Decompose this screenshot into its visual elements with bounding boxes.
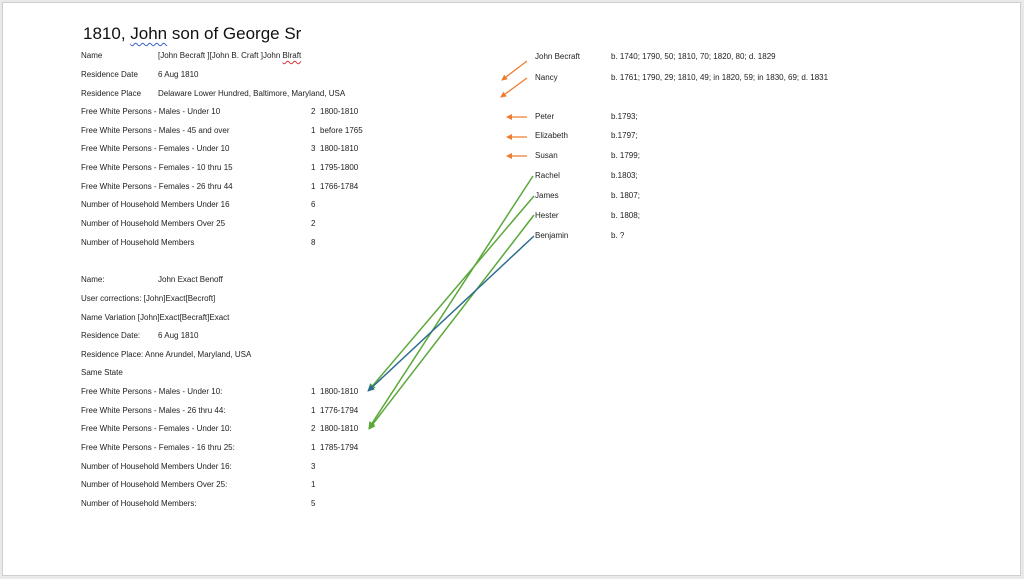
- arrow-john-becraft: [501, 60, 528, 81]
- arrow-james: [368, 195, 535, 391]
- record1-label: Residence Date: [81, 70, 138, 79]
- family-info: b. ?: [611, 231, 625, 240]
- record2-label: Number of Household Members:: [81, 499, 197, 508]
- family-info: b.1793;: [611, 112, 638, 121]
- record1-count: 6: [311, 200, 316, 209]
- record2-label: Free White Persons - Females - 16 thru 2…: [81, 443, 235, 452]
- record1-label: Number of Household Members: [81, 238, 195, 247]
- family-name: Peter: [535, 112, 555, 121]
- record1-label: Free White Persons - Males - 45 and over: [81, 126, 230, 135]
- family-info: b. 1761; 1790, 29; 1810, 49; in 1820, 59…: [611, 73, 829, 82]
- record1-count: 1: [311, 163, 316, 172]
- record1-range: before 1765: [320, 126, 363, 135]
- record1-label: Free White Persons - Females - 10 thru 1…: [81, 163, 233, 172]
- arrow-hester: [368, 214, 535, 430]
- family-info: b.1797;: [611, 131, 638, 140]
- arrow-nancy: [500, 77, 528, 98]
- record1-count: 2: [311, 219, 316, 228]
- record2-value: John Exact Benoff: [158, 275, 223, 284]
- record2-range: 1800-1810: [320, 424, 359, 433]
- family-name: Elizabeth: [535, 131, 568, 140]
- family-name: Hester: [535, 211, 559, 220]
- record1-range: 1795-1800: [320, 163, 359, 172]
- record1-count: 8: [311, 238, 316, 247]
- record2-line: Residence Place: Anne Arundel, Maryland,…: [81, 350, 252, 359]
- family-name: Benjamin: [535, 231, 569, 240]
- record1-range: 1800-1810: [320, 107, 359, 116]
- arrows-layer: [367, 60, 535, 430]
- arrow-rachel: [368, 175, 534, 429]
- record2-count: 1: [311, 443, 316, 452]
- record2-count: 1: [311, 480, 316, 489]
- record1-label: Free White Persons - Males - Under 10: [81, 107, 221, 116]
- family-name: James: [535, 191, 559, 200]
- family-info: b. 1807;: [611, 191, 640, 200]
- family-name: Nancy: [535, 73, 558, 82]
- record2-line: Name Variation [John]Exact[Becraft]Exact: [81, 313, 230, 322]
- record1-label: Name: [81, 51, 103, 60]
- family-name: Rachel: [535, 171, 560, 180]
- record1-count: 2: [311, 107, 316, 116]
- record2-line: Residence Date:: [81, 331, 141, 340]
- arrow-benjamin: [367, 235, 535, 392]
- family-name: Susan: [535, 151, 558, 160]
- family-info: b. 1799;: [611, 151, 640, 160]
- record2-value: 6 Aug 1810: [158, 331, 199, 340]
- record2-range: 1800-1810: [320, 387, 359, 396]
- record1-label: Free White Persons - Females - Under 10: [81, 144, 230, 153]
- record2-label: Number of Household Members Under 16:: [81, 462, 232, 471]
- record1-value: 6 Aug 1810: [158, 70, 199, 79]
- record1-label: Residence Place: [81, 89, 142, 98]
- record2-count: 1: [311, 387, 316, 396]
- record1-label: Number of Household Members Under 16: [81, 200, 230, 209]
- record2-label: Number of Household Members Over 25:: [81, 480, 228, 489]
- record1-label: Number of Household Members Over 25: [81, 219, 226, 228]
- record1-name-value: [John Becraft ][John B. Craft ]John Blra…: [158, 51, 302, 60]
- record2-line: User corrections: [John]Exact[Becroft]: [81, 294, 216, 303]
- record1-range: 1800-1810: [320, 144, 359, 153]
- family-info: b.1803;: [611, 171, 638, 180]
- record2-line: Same State: [81, 368, 123, 377]
- record2-range: 1776-1794: [320, 406, 359, 415]
- family-info: b. 1740; 1790, 50; 1810, 70; 1820, 80; d…: [611, 52, 776, 61]
- record1-count: 3: [311, 144, 316, 153]
- record2-label: Free White Persons - Males - 26 thru 44:: [81, 406, 226, 415]
- record2-count: 5: [311, 499, 316, 508]
- record1-count: 1: [311, 182, 316, 191]
- record2-line: Name:: [81, 275, 105, 284]
- family-info: b. 1808;: [611, 211, 640, 220]
- record2-label: Free White Persons - Males - Under 10:: [81, 387, 223, 396]
- record1-count: 1: [311, 126, 316, 135]
- family-name: John Becraft: [535, 52, 580, 61]
- record1-range: 1766-1784: [320, 182, 359, 191]
- record1-value: Delaware Lower Hundred, Baltimore, Maryl…: [158, 89, 346, 98]
- record2-count: 1: [311, 406, 316, 415]
- record2-range: 1785-1794: [320, 443, 359, 452]
- record2-count: 3: [311, 462, 316, 471]
- title-name: John: [130, 24, 168, 43]
- page-title: 1810, John son of George Sr: [83, 24, 302, 43]
- record1-label: Free White Persons - Females - 26 thru 4…: [81, 182, 233, 191]
- record2-count: 2: [311, 424, 316, 433]
- record2-label: Free White Persons - Females - Under 10:: [81, 424, 232, 433]
